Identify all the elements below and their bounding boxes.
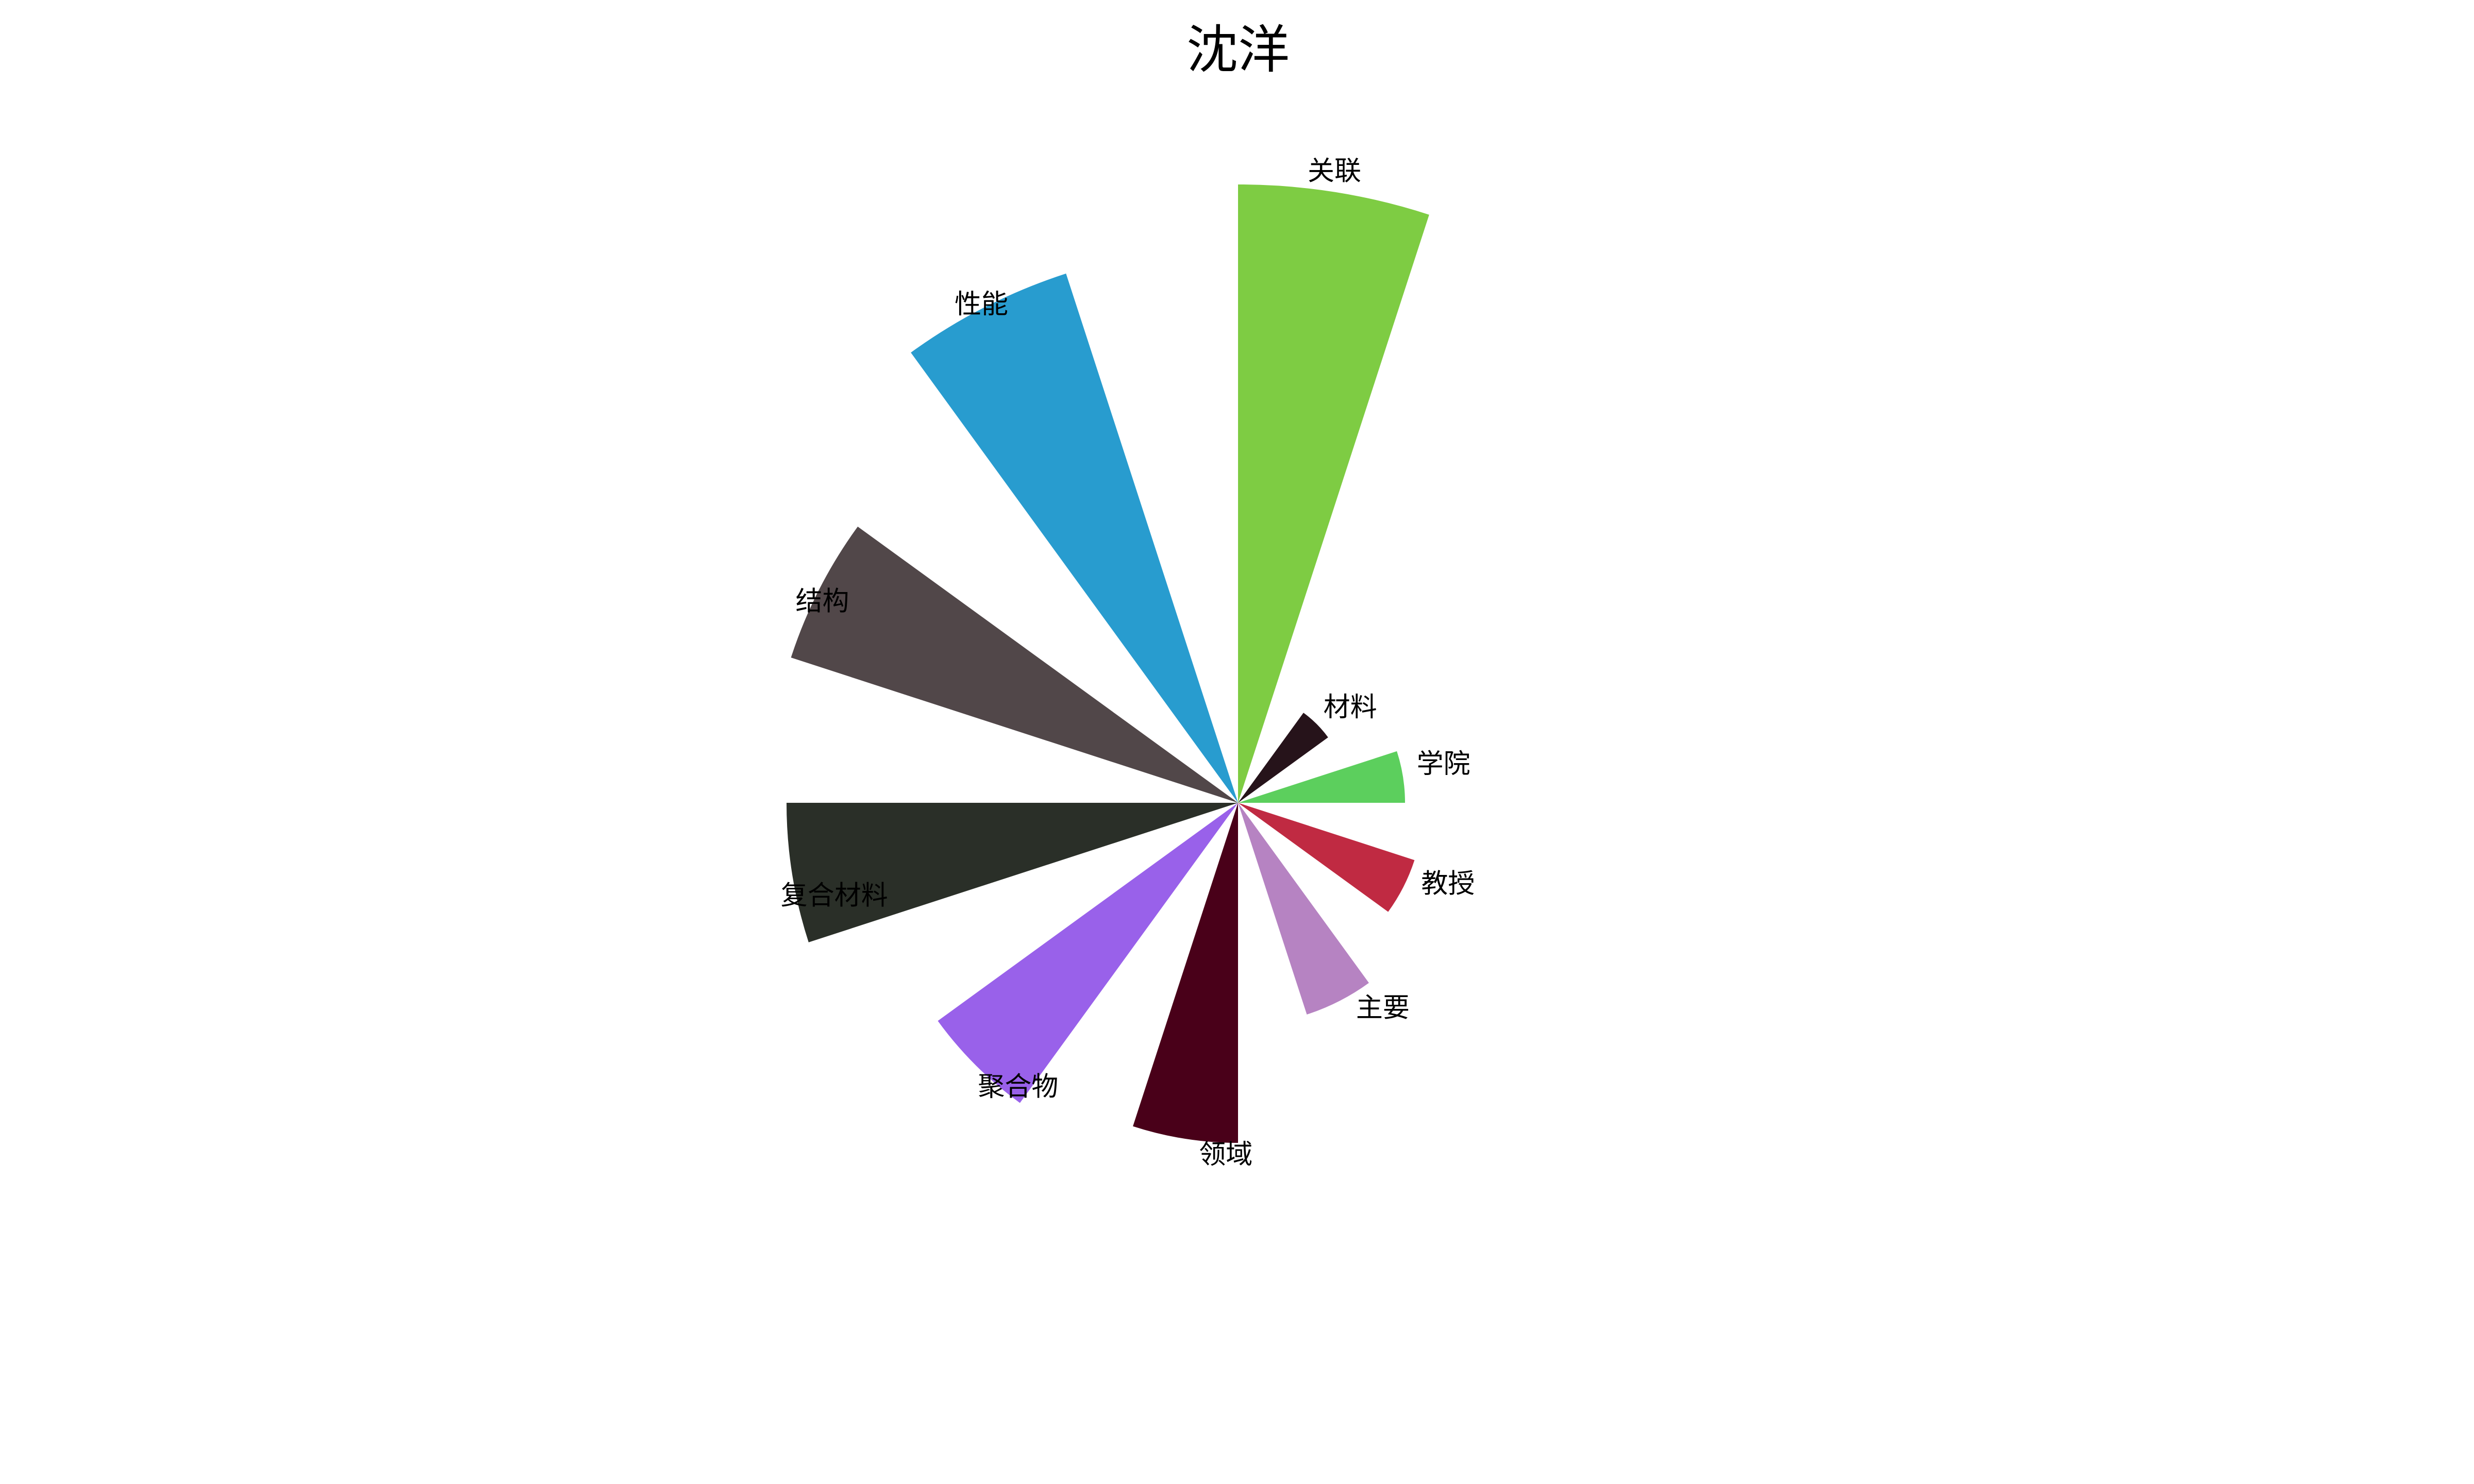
rose-slice-5 xyxy=(1238,803,1369,1015)
rose-slice-3 xyxy=(1238,751,1405,803)
slice-label-6: 领域 xyxy=(1199,1139,1252,1170)
slice-label-10: 性能 xyxy=(955,289,1008,320)
slice-label-5: 主要 xyxy=(1356,992,1410,1023)
rose-slice-4 xyxy=(1238,803,1415,912)
rose-slice-7 xyxy=(938,803,1238,1103)
slice-label-3: 学院 xyxy=(1417,749,1470,780)
slice-label-8: 复合材料 xyxy=(781,881,888,912)
slice-label-7: 聚合物 xyxy=(978,1072,1058,1103)
rose-slice-6 xyxy=(1133,803,1238,1143)
rose-slice-2 xyxy=(1238,713,1328,803)
slice-label-2: 材料 xyxy=(1324,692,1377,723)
rose-slices xyxy=(787,184,1429,1143)
slice-label-4: 教授 xyxy=(1421,869,1475,900)
rose-slice-10 xyxy=(911,273,1238,803)
chart-title: 沈洋 xyxy=(1186,20,1290,80)
slice-label-9: 结构 xyxy=(796,586,849,617)
rose-slice-9 xyxy=(791,526,1238,803)
rose-slice-8 xyxy=(787,803,1238,942)
rose-slice-1 xyxy=(1238,184,1429,803)
slice-label-1: 关联 xyxy=(1308,156,1361,187)
